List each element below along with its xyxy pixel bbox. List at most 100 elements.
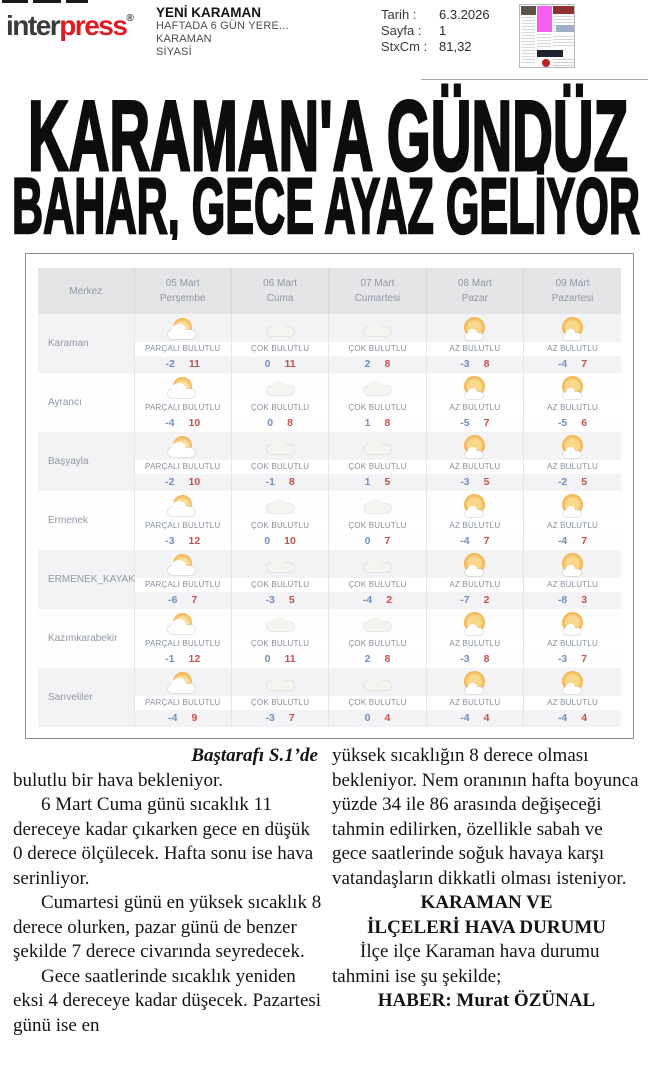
cloud-glyph	[167, 383, 195, 398]
meta-stxcm-label: StxCm :	[381, 39, 428, 54]
cloudy-icon	[356, 434, 398, 460]
weather-cell: ÇOK BULUTLU 1 5	[328, 432, 427, 491]
cloud-glyph	[464, 329, 483, 340]
max-temp: 9	[191, 712, 198, 724]
page-thumbnail[interactable]	[519, 4, 575, 68]
min-temp: -4	[557, 712, 568, 724]
cloud-glyph	[464, 683, 483, 694]
min-temp: -4	[362, 594, 373, 606]
temperatures: -3 8	[427, 356, 523, 373]
table-row: Sarıveliler PARÇALI BULUTLU -4 9 ÇOK BULUTLU…	[38, 668, 621, 727]
weather-cell: ÇOK BULUTLU -3 7	[230, 668, 329, 727]
headline-top-rule	[421, 79, 648, 80]
cloud-glyph	[562, 447, 581, 458]
min-temp: 0	[264, 653, 271, 665]
weather-cell: AZ BULUTLU -5 7	[425, 373, 524, 432]
cloud-glyph	[267, 381, 295, 395]
condition-label: AZ BULUTLU	[426, 460, 524, 474]
condition-label: AZ BULUTLU	[426, 342, 524, 356]
weather-cell: AZ BULUTLU -3 7	[523, 609, 621, 668]
icon-wrap	[232, 550, 328, 578]
icon-wrap	[427, 373, 523, 401]
cloudy-icon	[259, 316, 301, 342]
temperatures: -1 8	[232, 474, 328, 491]
cloud-glyph	[562, 624, 581, 635]
sun-cloud-icon	[454, 670, 496, 696]
temperatures: -3 5	[232, 592, 328, 609]
crop-mark	[33, 0, 61, 3]
icon-wrap	[524, 609, 621, 637]
cloudy-icon	[259, 611, 301, 637]
min-temp: -4	[168, 712, 178, 724]
cloud-glyph	[562, 329, 581, 340]
thumb-text-column	[537, 34, 551, 48]
logo-part-press: press	[59, 10, 128, 41]
sun-cloud-icon	[454, 375, 496, 401]
cloudy-icon	[259, 434, 301, 460]
icon-wrap	[232, 314, 328, 342]
condition-label: PARÇALI BULUTLU	[134, 696, 231, 710]
sun-cloud-icon	[552, 316, 594, 342]
thumb-text-column	[553, 59, 574, 66]
table-row: ERMENEK_KAYAK PARÇALI BULUTLU -6 7 ÇOK BULUT…	[38, 550, 621, 609]
weather-cell: ÇOK BULUTLU 0 4	[328, 668, 427, 727]
column-date: 06 Mart	[263, 278, 298, 289]
condition-label: ÇOK BULUTLU	[329, 342, 426, 356]
column-header-day3: 07 Mart Cumartesi	[328, 268, 427, 314]
meta-page-value: 1	[439, 23, 447, 38]
table-row: Karaman PARÇALI BULUTLU -2 11 ÇOK BULUTLU 0 11…	[38, 314, 621, 373]
cloud-glyph	[167, 560, 195, 575]
column-day: Pazartesi	[551, 293, 594, 304]
temperatures: -4 2	[329, 592, 425, 609]
cloud-glyph	[167, 442, 195, 457]
cloud-glyph	[464, 624, 483, 635]
icon-wrap	[135, 609, 231, 637]
sun-cloud-icon	[454, 316, 496, 342]
cloud-glyph	[562, 388, 581, 399]
column-header-day5: 09 Mart Pazartesi	[523, 268, 621, 314]
icon-wrap	[135, 491, 231, 519]
weather-table-header-row: Merkez 05 Mart Perşembe 06 Mart Cuma 07 Mart C…	[38, 268, 621, 314]
temperatures: -5 6	[524, 415, 621, 432]
clipping-meta: Tarih : 6.3.2026 Sayfa : 1 StxCm : 81,32	[381, 7, 490, 55]
cloud-glyph	[364, 499, 392, 513]
icon-wrap	[135, 432, 231, 460]
icon-wrap	[232, 668, 328, 696]
cloud-glyph	[364, 322, 392, 336]
max-temp: 8	[483, 358, 490, 370]
temperatures: -3 7	[524, 651, 621, 668]
table-row: Ermenek PARÇALI BULUTLU -3 12 ÇOK BULUTLU 0 10…	[38, 491, 621, 550]
meta-page-row: Sayfa : 1	[381, 23, 490, 39]
weather-table-body: Karaman PARÇALI BULUTLU -2 11 ÇOK BULUTLU 0 11…	[38, 314, 621, 727]
weather-cell: AZ BULUTLU -5 6	[523, 373, 621, 432]
temperatures: -4 4	[524, 710, 621, 727]
condition-label: AZ BULUTLU	[524, 696, 621, 710]
cloud-glyph	[464, 506, 483, 517]
cloud-glyph	[562, 565, 581, 576]
max-temp: 7	[581, 358, 588, 370]
cloud-glyph	[167, 678, 195, 693]
icon-wrap	[329, 668, 425, 696]
thumb-emblem	[542, 59, 550, 67]
temperatures: -4 4	[427, 710, 523, 727]
cloudy-icon	[259, 552, 301, 578]
condition-label: ÇOK BULUTLU	[329, 460, 426, 474]
meta-date-value: 6.3.2026	[439, 7, 490, 22]
min-temp: -4	[165, 417, 175, 429]
cloud-glyph	[464, 565, 483, 576]
max-temp: 7	[288, 712, 295, 724]
min-temp: -1	[165, 653, 175, 665]
article-paragraph: Gece saatlerinde sıcaklık yeniden eksi 4…	[13, 965, 322, 1036]
min-temp: -5	[557, 417, 568, 429]
cloud-glyph	[364, 617, 392, 631]
byline: HABER: Murat ÖZÜNAL	[377, 990, 596, 1011]
max-temp: 8	[384, 358, 391, 370]
weather-cell: ÇOK BULUTLU 0 10	[230, 491, 329, 550]
article-paragraph: 6 Mart Cuma günü sıcaklık 11 dereceye ka…	[13, 794, 314, 889]
article-paragraph: İlçe ilçe Karaman hava durumu tahmini is…	[332, 941, 600, 987]
icon-wrap	[524, 432, 621, 460]
condition-label: PARÇALI BULUTLU	[134, 460, 231, 474]
weather-cell: ÇOK BULUTLU 0 8	[230, 373, 329, 432]
